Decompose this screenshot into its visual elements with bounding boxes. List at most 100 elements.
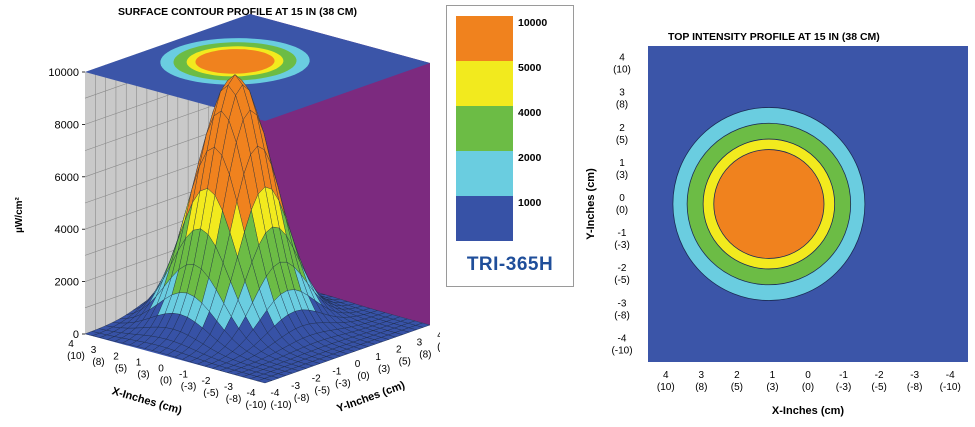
x-tick-label-cm: (3) <box>766 382 778 393</box>
surface-chart: 1000080006000400020000µW/cm²4(10)3(8)2(5… <box>14 14 440 417</box>
legend-swatch <box>456 106 513 151</box>
y-tick-label-cm: (-8) <box>294 393 310 404</box>
y-tick-label-cm: (5) <box>399 357 411 368</box>
legend: 10000 5000 4000 2000 1000 TRI-365H <box>446 5 574 287</box>
x-tick-label: 3 <box>699 370 705 381</box>
y-tick-label-cm: (-3) <box>614 240 630 251</box>
y-tick-label-cm: (-3) <box>335 378 351 389</box>
y-tick-label-cm: (-10) <box>270 400 291 411</box>
y-tick-label: -4 <box>271 388 280 399</box>
x-tick-label-cm: (5) <box>115 363 127 374</box>
y-tick-label: 1 <box>619 158 625 169</box>
y-tick-label-cm: (8) <box>616 100 628 111</box>
x-axis-label: X-Inches (cm) <box>111 385 184 417</box>
surface-mesh <box>84 74 431 384</box>
z-tick-label: 10000 <box>48 67 79 79</box>
z-tick-label: 8000 <box>55 119 79 131</box>
contour-5000 <box>713 149 825 259</box>
x-tick-label-cm: (5) <box>731 382 743 393</box>
y-tick-label: -3 <box>291 381 300 392</box>
y-tick-label-cm: (10) <box>437 342 440 353</box>
x-tick-label-cm: (-3) <box>836 382 852 393</box>
model-name: TRI-365H <box>466 254 554 275</box>
x-tick-label-cm: (-10) <box>940 382 961 393</box>
x-tick-label-cm: (0) <box>160 376 172 387</box>
x-axis-label: X-Inches (cm) <box>772 405 844 417</box>
y-tick-label: -4 <box>618 333 627 344</box>
x-tick-label: -2 <box>202 376 211 387</box>
z-tick-label: 2000 <box>55 277 79 289</box>
x-tick-label-cm: (0) <box>802 382 814 393</box>
x-tick-label: 0 <box>805 370 811 381</box>
x-tick-label-cm: (-8) <box>226 394 242 405</box>
x-tick-label-cm: (-3) <box>181 382 197 393</box>
x-tick-label: -4 <box>247 388 256 399</box>
y-tick-label: 3 <box>417 337 423 348</box>
x-tick-label: 0 <box>158 364 164 375</box>
y-tick-label: -1 <box>618 228 627 239</box>
x-tick-label-cm: (10) <box>67 351 85 362</box>
y-tick-label-cm: (3) <box>378 364 390 375</box>
y-tick-label-cm: (0) <box>616 205 628 216</box>
x-tick-label-cm: (-10) <box>245 400 266 411</box>
y-tick-label: 0 <box>619 193 625 204</box>
y-tick-label-cm: (-8) <box>614 310 630 321</box>
y-tick-label-cm: (-5) <box>614 275 630 286</box>
z-tick-label: 4000 <box>55 224 79 236</box>
x-tick-label: -1 <box>179 370 188 381</box>
x-tick-label: -2 <box>875 370 884 381</box>
y-tick-label: -2 <box>312 374 321 385</box>
y-tick-label-cm: (3) <box>616 170 628 181</box>
legend-label: 2000 <box>518 152 542 164</box>
x-tick-label: 3 <box>91 345 97 356</box>
y-tick-label: 0 <box>355 359 361 370</box>
y-tick-label-cm: (5) <box>616 135 628 146</box>
x-tick-label: -4 <box>946 370 955 381</box>
y-tick-label-cm: (10) <box>613 65 631 76</box>
lid-ring <box>195 49 275 74</box>
y-tick-label: -1 <box>332 366 341 377</box>
legend-swatch <box>456 61 513 106</box>
legend-label: 10000 <box>518 17 547 29</box>
y-tick-label-cm: (-10) <box>611 345 632 356</box>
legend-label: 4000 <box>518 107 542 119</box>
x-tick-label-cm: (-5) <box>871 382 887 393</box>
x-tick-label: 1 <box>136 357 142 368</box>
legend-swatch <box>456 196 513 241</box>
legend-swatch <box>456 151 513 196</box>
legend-label: 5000 <box>518 62 542 74</box>
x-tick-label-cm: (-5) <box>203 388 219 399</box>
x-tick-label-cm: (8) <box>695 382 707 393</box>
y-tick-label-cm: (0) <box>357 371 369 382</box>
y-tick-label: -3 <box>618 298 627 309</box>
x-tick-label-cm: (10) <box>657 382 675 393</box>
x-tick-label: -3 <box>224 382 233 393</box>
z-tick-label: 6000 <box>55 172 79 184</box>
intensity-heatmap: 4(10)3(8)2(5)1(3)0(0)-1(-3)-2(-5)-3(-8)-… <box>585 46 968 417</box>
y-tick-label: 4 <box>437 330 440 341</box>
x-tick-label: 2 <box>113 351 119 362</box>
x-tick-label: -3 <box>910 370 919 381</box>
y-axis-label: Y-Inches (cm) <box>585 168 597 240</box>
y-tick-label-cm: (-5) <box>314 386 330 397</box>
x-tick-label: -1 <box>839 370 848 381</box>
x-tick-label: 2 <box>734 370 740 381</box>
y-tick-label: 2 <box>619 123 625 134</box>
legend-swatch <box>456 16 513 61</box>
x-tick-label: 4 <box>68 339 74 350</box>
x-tick-label-cm: (8) <box>92 357 104 368</box>
y-tick-label: -2 <box>618 263 627 274</box>
y-tick-label: 4 <box>619 53 625 64</box>
surface-chart-title: SURFACE CONTOUR PROFILE AT 15 IN (38 CM) <box>118 6 357 18</box>
x-tick-label-cm: (-8) <box>907 382 923 393</box>
y-tick-label-cm: (8) <box>419 349 431 360</box>
z-tick-label: 0 <box>73 329 79 341</box>
x-tick-label: 1 <box>770 370 776 381</box>
legend-swatches: 10000 5000 4000 2000 1000 <box>456 16 547 241</box>
y-tick-label: 1 <box>375 352 381 363</box>
legend-label: 1000 <box>518 197 542 209</box>
z-axis-label: µW/cm² <box>14 196 25 232</box>
y-tick-label: 2 <box>396 345 402 356</box>
y-tick-label: 3 <box>619 88 625 99</box>
top-chart-title: TOP INTENSITY PROFILE AT 15 IN (38 CM) <box>668 31 880 43</box>
